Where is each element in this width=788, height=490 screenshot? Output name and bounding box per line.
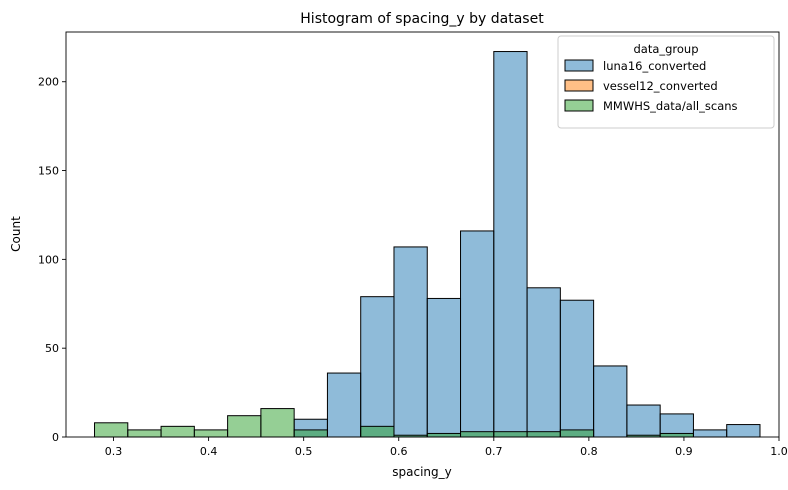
bar-series-2-bin-4 [227, 415, 262, 438]
bar-series-0-bin-7 [326, 372, 362, 438]
legend: data_group luna16_converted vessel12_conv… [557, 35, 775, 129]
bars-layer [94, 51, 761, 438]
legend-title: data_group [633, 42, 698, 56]
y-tick-label: 0 [52, 431, 59, 444]
bar-series-2-bin-17 [659, 432, 694, 438]
legend-entry-2: MMWHS_data/all_scans [603, 99, 738, 113]
bar-series-2-bin-3 [193, 429, 229, 438]
bar-series-0-bin-13 [526, 287, 561, 438]
bar-series-2-bin-8 [360, 425, 395, 438]
legend-entry-1: vessel12_converted [603, 79, 718, 93]
x-tick-label: 0.7 [485, 445, 503, 458]
y-axis-label: Count [9, 216, 23, 252]
legend-swatch-1 [564, 79, 594, 92]
bar-series-2-bin-2 [160, 425, 195, 438]
legend-swatch-2 [564, 99, 594, 112]
bar-series-2-bin-11 [460, 431, 495, 438]
bar-series-0-bin-11 [460, 230, 495, 438]
bar-series-0-bin-18 [692, 429, 728, 438]
x-tick-label: 0.4 [200, 445, 218, 458]
bar-series-2-bin-0 [94, 422, 129, 438]
x-tick-label: 0.5 [295, 445, 313, 458]
bar-series-2-bin-12 [493, 431, 528, 438]
legend-box [557, 35, 775, 129]
legend-swatch-0 [564, 59, 594, 72]
x-tick-label: 0.8 [580, 445, 598, 458]
chart-title: Histogram of spacing_y by dataset [300, 11, 544, 27]
axes-layer: 0.3 0.4 0.5 0.6 0.7 0.8 0.9 1.0 0 50 100 150 200 [38, 76, 788, 458]
bar-series-0-bin-9 [393, 246, 428, 438]
bar-series-2-bin-13 [526, 431, 561, 438]
bar-series-2-bin-10 [426, 432, 462, 438]
x-tick-label: 0.9 [675, 445, 693, 458]
bar-series-0-bin-10 [426, 297, 462, 438]
bar-series-2-bin-1 [127, 429, 162, 438]
x-tick-label: 1.0 [770, 445, 788, 458]
bar-series-0-bin-14 [559, 299, 595, 438]
x-tick-label: 0.6 [390, 445, 408, 458]
y-tick-label: 50 [45, 342, 59, 355]
y-tick-label: 100 [38, 253, 59, 266]
bar-series-2-bin-5 [260, 408, 295, 438]
bar-series-2-bin-14 [559, 429, 595, 438]
legend-entry-0: luna16_converted [603, 59, 706, 73]
plot-frame [65, 31, 780, 438]
x-tick-label: 0.3 [105, 445, 123, 458]
y-tick-label: 200 [38, 76, 59, 89]
bar-series-0-bin-15 [593, 365, 628, 438]
bar-series-0-bin-16 [626, 404, 661, 438]
y-tick-label: 150 [38, 165, 59, 178]
bar-series-2-bin-6 [293, 429, 328, 438]
x-axis-label: spacing_y [392, 465, 451, 479]
bar-series-0-bin-12 [493, 51, 528, 438]
bar-series-0-bin-8 [360, 296, 395, 438]
bar-series-0-bin-19 [726, 424, 761, 438]
